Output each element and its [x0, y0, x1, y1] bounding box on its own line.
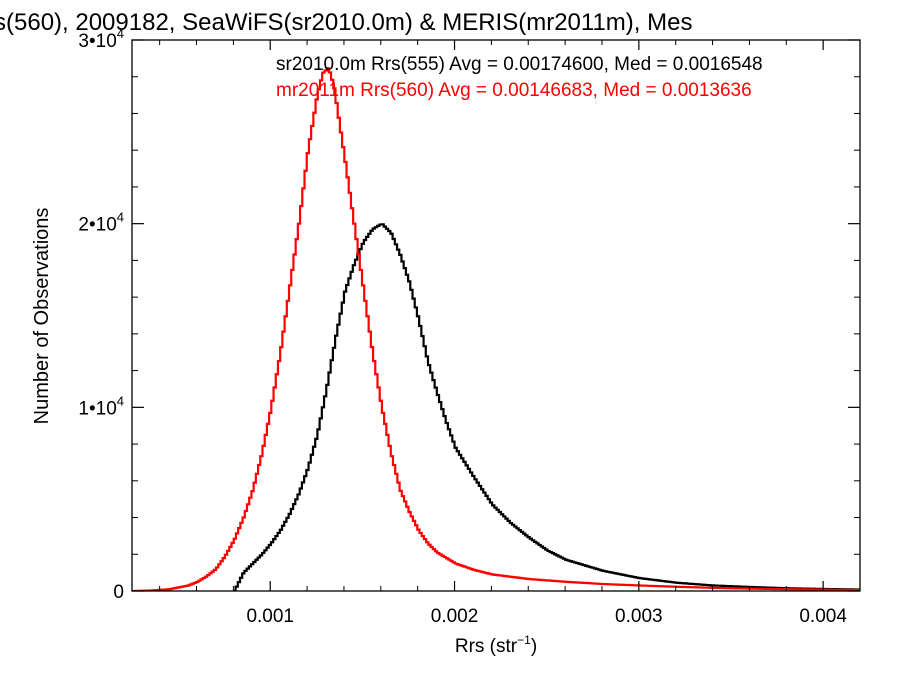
y-tick-label: 2•104: [78, 210, 124, 236]
y-tick-label: 0: [113, 582, 124, 603]
x-tick-label: 0.004: [799, 606, 847, 627]
x-axis-label: Rrs (str−1): [455, 633, 537, 657]
y-axis-label: Number of Observations: [31, 208, 53, 425]
x-tick-label: 0.003: [615, 606, 663, 627]
y-tick-label: 3•104: [78, 26, 124, 52]
y-tick-mantissa: 1•10: [78, 398, 116, 419]
histogram-series-2: [132, 67, 860, 591]
x-axis-label-close: ): [531, 636, 537, 657]
chart-title: s(560), 2009182, SeaWiFS(sr2010.0m) & ME…: [0, 9, 692, 36]
y-tick-label: 1•104: [78, 393, 124, 419]
x-axis-label-main: Rrs (str: [455, 636, 518, 657]
y-tick-mantissa: 3•10: [78, 31, 116, 52]
x-tick-label: 0.001: [246, 606, 294, 627]
legend-entry-sr2010: sr2010.0m Rrs(555) Avg = 0.00174600, Med…: [276, 54, 763, 75]
y-tick-exponent: 4: [117, 26, 124, 41]
plot-frame: [131, 39, 861, 592]
y-tick-exponent: 4: [117, 210, 124, 225]
y-tick-mantissa: 2•10: [78, 215, 116, 236]
legend-entry-mr2011: mr2011m Rrs(560) Avg = 0.00146683, Med =…: [276, 80, 752, 101]
x-axis-label-sup: −1: [517, 633, 531, 647]
y-tick-exponent: 4: [117, 393, 124, 408]
y-tick-mantissa: 0: [113, 582, 124, 603]
histogram-series-1: [233, 223, 860, 591]
plot-area: [132, 67, 860, 591]
x-tick-label: 0.002: [431, 606, 479, 627]
